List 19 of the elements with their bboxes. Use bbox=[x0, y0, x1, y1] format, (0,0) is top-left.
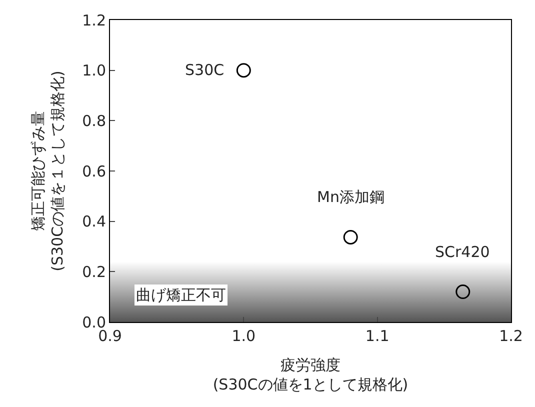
y-tick-label: 0.2 bbox=[82, 262, 106, 281]
x-tick-label: 1.0 bbox=[232, 327, 256, 345]
annotation: S30C bbox=[185, 61, 224, 79]
y-tick-label: 1.0 bbox=[82, 62, 106, 80]
annotation: SCr420 bbox=[435, 243, 490, 261]
y-tick-label: 0.8 bbox=[82, 112, 106, 130]
point bbox=[236, 63, 251, 78]
annotation: Mn添加鋼 bbox=[317, 188, 384, 206]
y-tick-label: 0.4 bbox=[82, 212, 106, 231]
x-tick-label: 1.1 bbox=[365, 327, 390, 345]
x-axis-title: 疲労強度 (S30Cの値を1として規格化) bbox=[212, 356, 408, 394]
x-tick-label: 1.2 bbox=[499, 327, 523, 345]
point bbox=[456, 284, 470, 300]
x-tick-label: 0.9 bbox=[98, 327, 122, 345]
y-tick-label: 0.6 bbox=[82, 162, 106, 180]
y-axis-title: 矯正可能ひずみ量 (S30Cの値を１として規格化) bbox=[28, 70, 66, 272]
point bbox=[343, 230, 358, 244]
y-tick-label: 1.2 bbox=[82, 11, 106, 30]
band-label: 曲げ矯正不可 bbox=[136, 286, 226, 304]
